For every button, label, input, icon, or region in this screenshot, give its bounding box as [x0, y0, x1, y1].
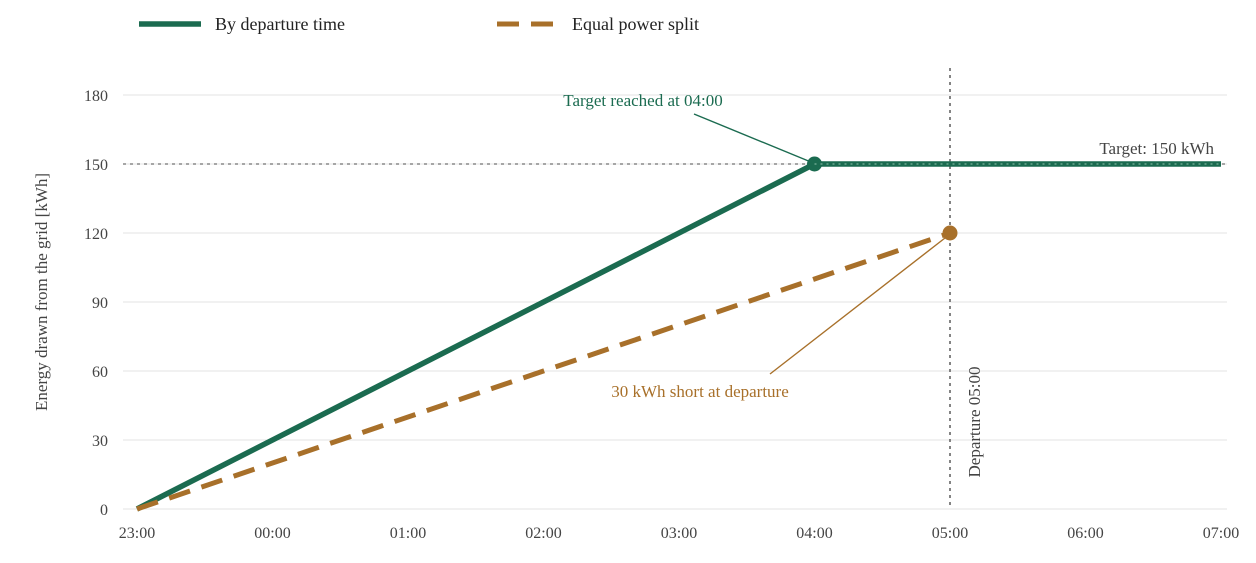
annotation-text-0: Target reached at 04:00 — [563, 91, 722, 110]
series-lines — [135, 156, 1221, 512]
legend-label-1: Equal power split — [572, 14, 699, 34]
y-tick-label: 120 — [84, 226, 108, 243]
annotation-leader-0 — [693, 113, 809, 162]
x-tick-label: 07:00 — [1203, 525, 1239, 542]
x-tick-label: 00:00 — [254, 525, 290, 542]
departure-label: Departure 05:00 — [965, 367, 984, 478]
y-tick-label: 60 — [92, 364, 108, 381]
x-tick-label: 03:00 — [661, 525, 697, 542]
x-tick-label: 01:00 — [390, 525, 426, 542]
x-tick-label: 04:00 — [796, 525, 832, 542]
y-tick-label: 90 — [92, 295, 108, 312]
series-line-0 — [135, 161, 1221, 512]
y-tick-label: 180 — [84, 88, 108, 105]
gridlines — [123, 94, 1227, 510]
reference-lines: Target: 150 kWh Departure 05:00 — [123, 68, 1227, 509]
legend-label-0: By departure time — [215, 14, 345, 34]
target-label: Target: 150 kWh — [1099, 139, 1214, 158]
legend: By departure time Equal power split — [139, 14, 699, 34]
series-marker-1 — [942, 225, 958, 241]
y-axis-title: Energy drawn from the grid [kWh] — [32, 173, 51, 411]
x-tick-label: 05:00 — [932, 525, 968, 542]
annotations: Target reached at 04:00 30 kWh short at d… — [563, 91, 946, 401]
y-tick-label: 0 — [100, 502, 108, 519]
x-tick-label: 02:00 — [525, 525, 561, 542]
y-tick-label: 150 — [84, 157, 108, 174]
y-axis-ticks: 0 30 60 90 120 150 180 — [84, 88, 108, 519]
series-line-1 — [136, 230, 951, 512]
x-tick-label: 06:00 — [1067, 525, 1103, 542]
x-axis-ticks: 23:00 00:00 01:00 02:00 03:00 04:00 05:00 06:00… — [119, 525, 1239, 542]
annotation-leader-1 — [769, 237, 946, 375]
y-tick-label: 30 — [92, 433, 108, 450]
x-tick-label: 23:00 — [119, 525, 155, 542]
annotation-text-1: 30 kWh short at departure — [611, 382, 789, 401]
